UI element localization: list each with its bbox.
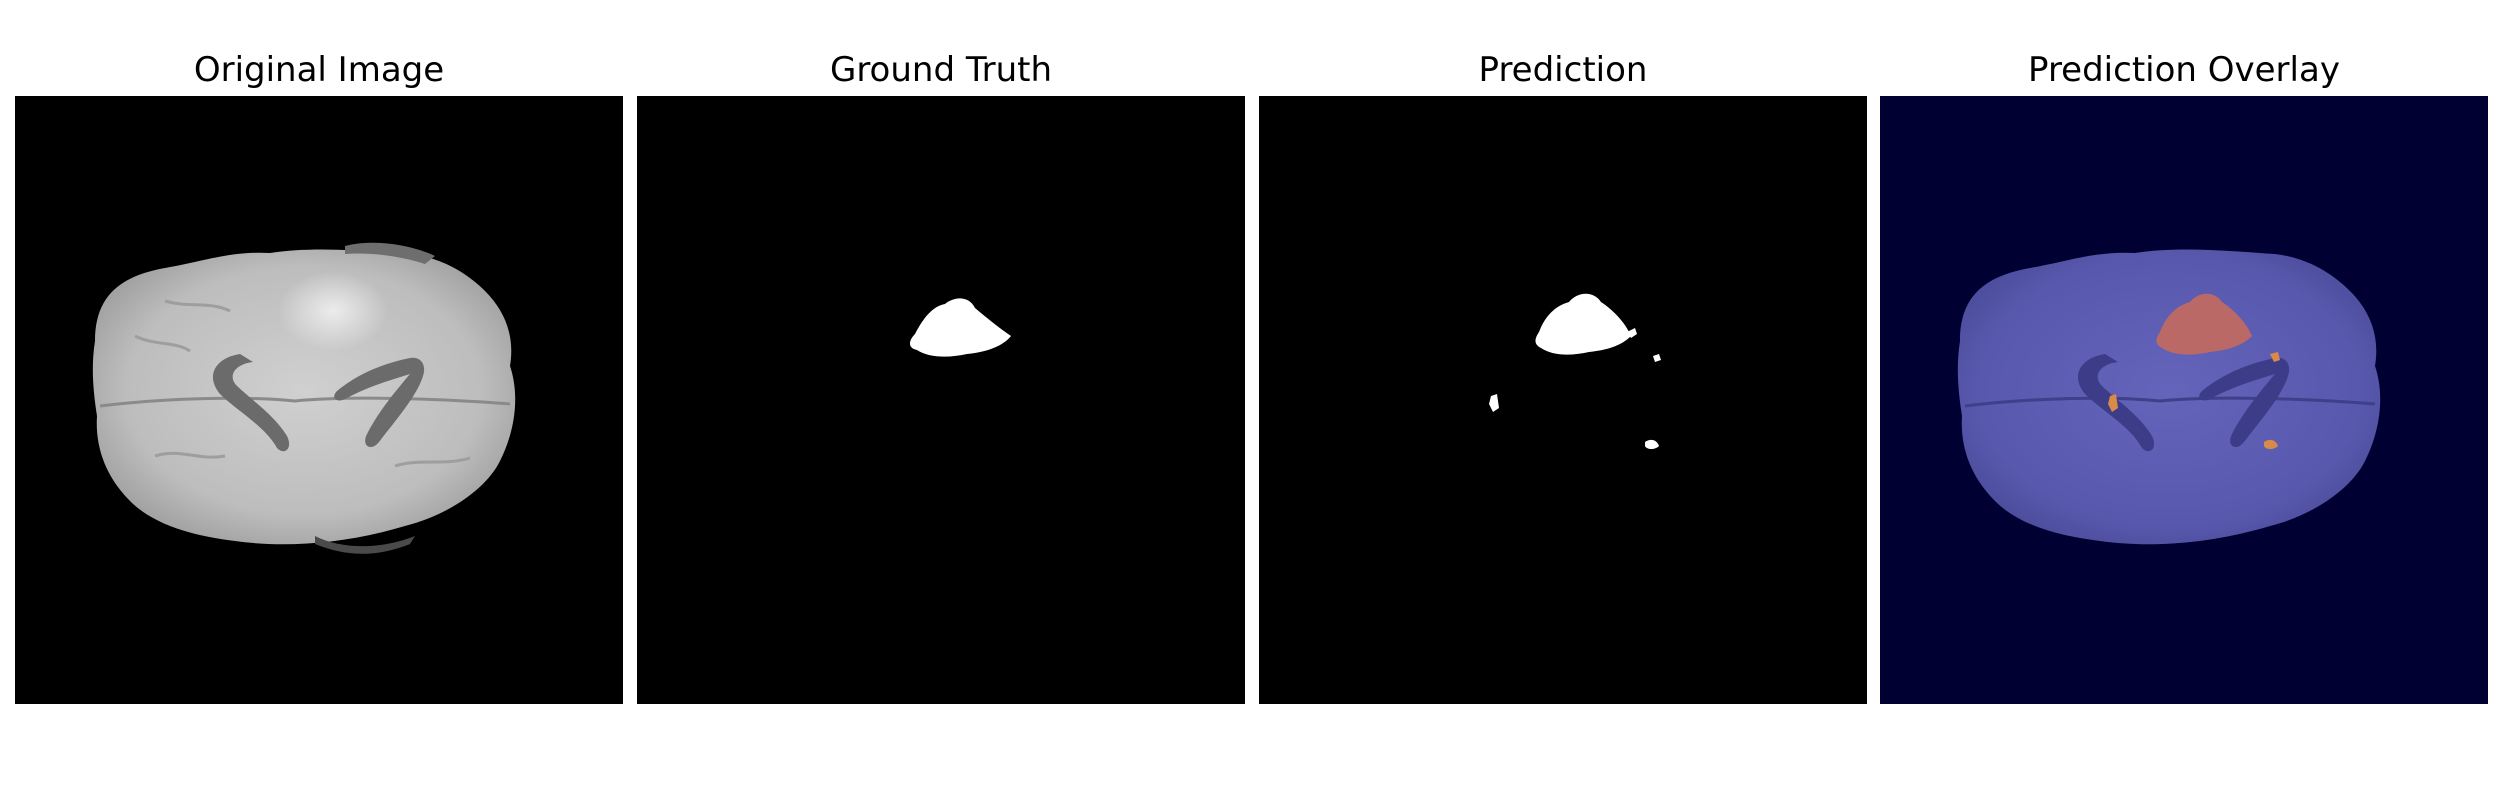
prediction-region xyxy=(1535,293,1631,355)
overlay-tumor-region xyxy=(2156,293,2252,355)
overlay-speck-2 xyxy=(2108,394,2118,412)
prediction-speck-4 xyxy=(1645,439,1659,449)
ground-truth-mask xyxy=(637,96,1245,704)
panel-prediction-overlay: Prediction Overlay xyxy=(1880,0,2488,800)
overlay-speck-3 xyxy=(2264,439,2278,449)
prediction-mask xyxy=(1259,96,1867,704)
image-background xyxy=(1259,96,1867,704)
prediction-overlay-image xyxy=(1880,96,2488,704)
dark-rim-top xyxy=(345,242,435,264)
midline-fissure xyxy=(99,396,511,408)
image-background xyxy=(637,96,1245,704)
panel-title-ground-truth: Ground Truth xyxy=(829,50,1053,90)
panel-title-prediction-overlay: Prediction Overlay xyxy=(2028,50,2340,90)
left-ventricle xyxy=(212,354,290,452)
prediction-speck-2 xyxy=(1653,354,1661,362)
right-ventricle xyxy=(334,357,425,448)
panel-original-image: Original Image xyxy=(15,0,623,800)
brain-tissue xyxy=(92,249,516,545)
panel-title-prediction: Prediction xyxy=(1478,50,1648,90)
prediction-speck-1 xyxy=(1627,328,1637,338)
panel-prediction: Prediction xyxy=(1259,0,1867,800)
panel-ground-truth: Ground Truth xyxy=(637,0,1245,800)
overlay-right-ventricle xyxy=(2199,357,2290,448)
overlay-speck-1 xyxy=(2270,352,2280,362)
original-image xyxy=(15,96,623,704)
overlay-midline xyxy=(1964,396,2376,408)
dark-rim-bottom xyxy=(315,536,415,554)
bright-lesion xyxy=(278,271,388,351)
cortical-sulci xyxy=(134,299,471,468)
overlay-brain-tissue xyxy=(1957,249,2381,545)
ground-truth-region xyxy=(910,298,1011,357)
prediction-speck-3 xyxy=(1489,394,1499,412)
panel-title-original-image: Original Image xyxy=(193,50,445,90)
